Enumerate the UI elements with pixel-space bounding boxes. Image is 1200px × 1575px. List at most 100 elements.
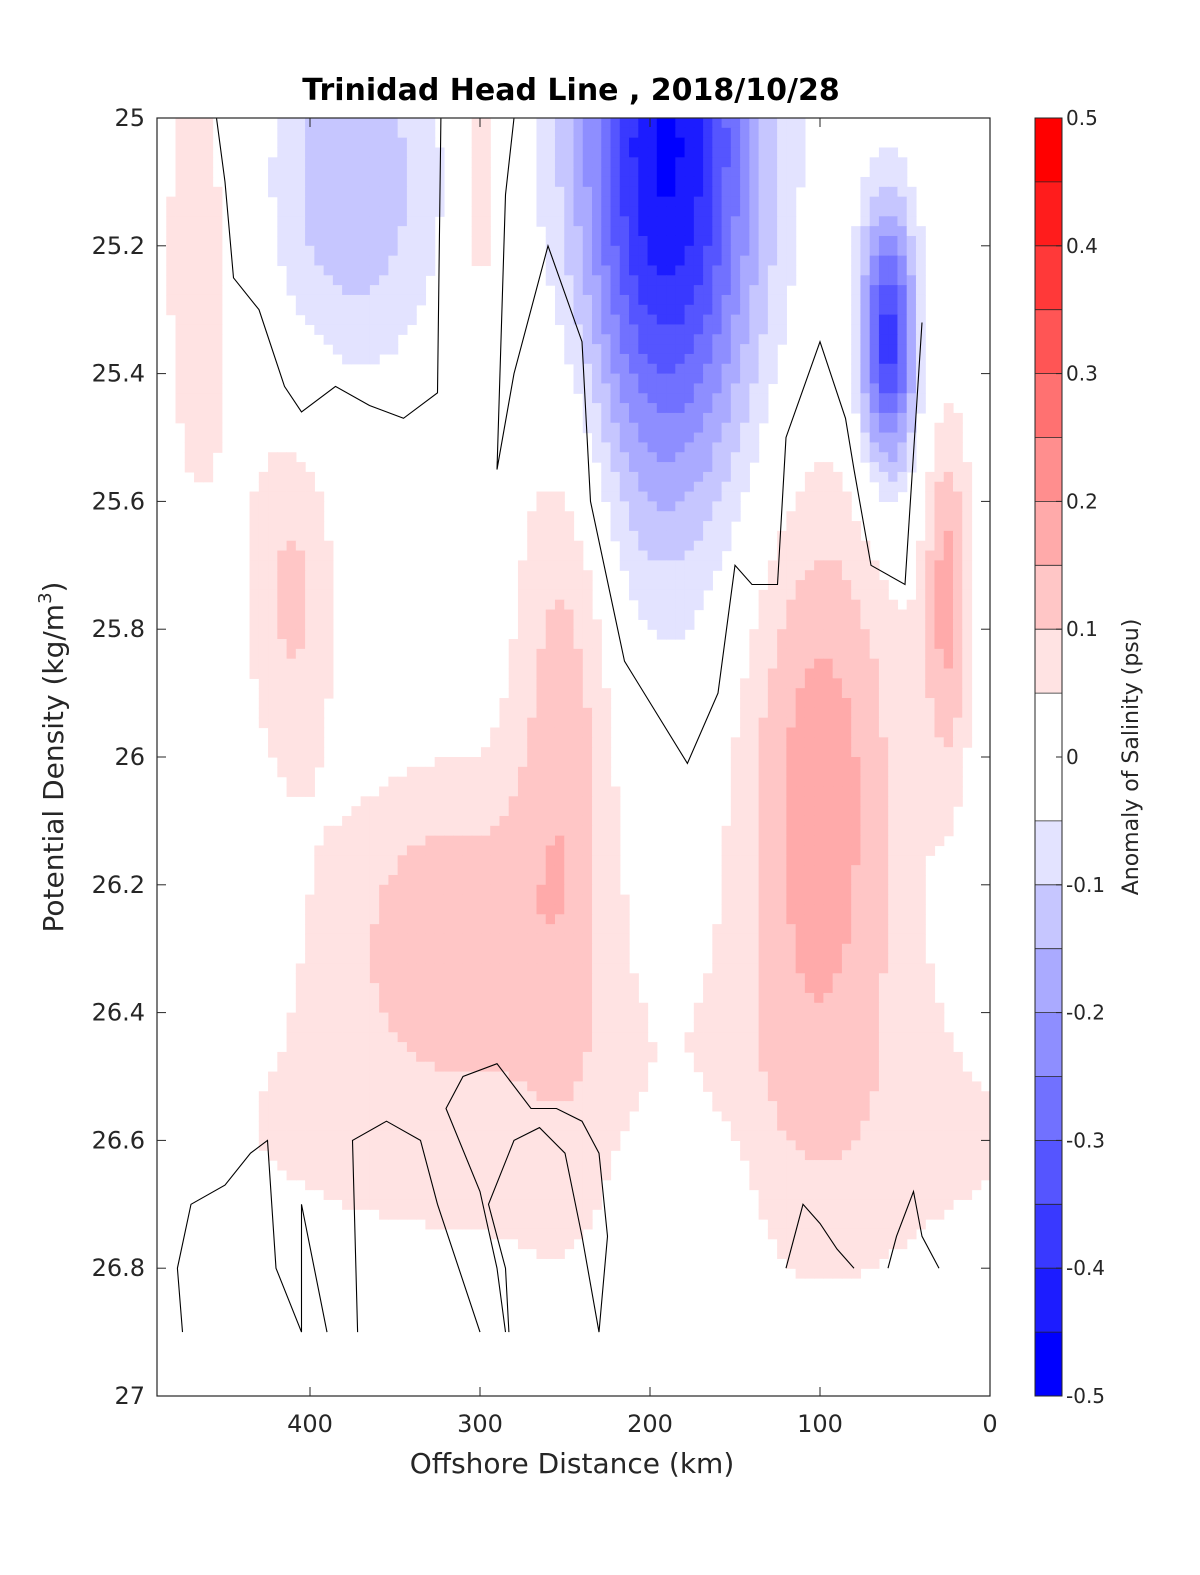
field-cell: [749, 432, 760, 444]
field-cell: [406, 1042, 417, 1053]
field-cell: [351, 943, 362, 955]
field-cell: [888, 648, 899, 660]
field-cell: [397, 1081, 408, 1092]
field-cell: [592, 639, 602, 650]
field-cell: [314, 580, 325, 591]
field-cell: [832, 865, 843, 876]
field-cell: [369, 1022, 380, 1033]
field-cell: [795, 540, 806, 552]
field-cell: [314, 118, 325, 129]
field-cell: [703, 412, 713, 424]
field-cell: [490, 1061, 501, 1073]
field-cell: [480, 904, 491, 915]
field-cell: [934, 471, 945, 483]
field-cell: [767, 796, 778, 807]
field-cell: [860, 334, 871, 345]
field-cell: [286, 786, 297, 797]
field-cell: [897, 363, 908, 375]
field-cell: [777, 825, 787, 837]
field-cell: [379, 865, 389, 876]
field-cell: [934, 629, 945, 640]
field-cell: [684, 118, 695, 129]
field-cell: [480, 1002, 491, 1014]
field-cell: [869, 786, 880, 797]
field-cell: [777, 1032, 787, 1043]
field-cell: [647, 275, 658, 286]
field-cell: [601, 471, 612, 483]
field-cell: [740, 216, 750, 227]
field-cell: [554, 216, 565, 227]
field-cell: [749, 992, 760, 1004]
field-cell: [869, 294, 880, 306]
field-cell: [749, 865, 760, 876]
field-cell: [610, 363, 621, 375]
field-cell: [295, 570, 306, 581]
field-cell: [878, 639, 889, 650]
field-cell: [684, 432, 695, 444]
field-cell: [804, 874, 815, 886]
field-cell: [323, 874, 334, 886]
field-cell: [397, 1022, 408, 1033]
field-cell: [767, 196, 778, 208]
field-cell: [869, 1032, 880, 1043]
field-cell: [869, 196, 880, 208]
field-cell: [517, 688, 528, 699]
field-cell: [878, 698, 889, 709]
field-cell: [305, 747, 315, 758]
field-cell: [693, 580, 704, 591]
field-cell: [740, 265, 750, 276]
field-cell: [573, 265, 584, 276]
field-cell: [693, 383, 704, 394]
field-cell: [804, 619, 815, 630]
field-cell: [592, 432, 602, 444]
field-cell: [952, 648, 963, 660]
field-cell: [601, 452, 612, 463]
field-cell: [647, 599, 658, 611]
field-cell: [388, 933, 399, 945]
field-cell: [906, 462, 917, 473]
field-cell: [767, 314, 778, 326]
field-cell: [675, 127, 686, 139]
field-cell: [869, 1081, 880, 1092]
field-cell: [851, 992, 862, 1004]
field-cell: [841, 609, 852, 620]
field-cell: [832, 540, 843, 552]
field-cell: [286, 747, 297, 758]
field-cell: [379, 963, 389, 974]
field-cell: [203, 452, 214, 463]
field-cell: [925, 648, 936, 660]
field-cell: [740, 835, 750, 847]
field-cell: [925, 757, 936, 768]
field-cell: [268, 186, 278, 198]
field-cell: [554, 589, 565, 601]
field-cell: [777, 698, 787, 709]
field-cell: [730, 835, 741, 847]
field-cell: [619, 560, 630, 571]
field-cell: [610, 157, 621, 168]
field-cell: [517, 1071, 528, 1083]
field-cell: [499, 953, 510, 965]
field-cell: [888, 432, 899, 444]
field-cell: [332, 324, 343, 335]
field-cell: [258, 639, 269, 650]
field-cell: [406, 815, 417, 827]
field-cell: [638, 570, 649, 581]
field-cell: [527, 757, 538, 768]
field-cell: [592, 235, 602, 247]
field-cell: [462, 1061, 473, 1073]
field-cell: [592, 216, 602, 227]
field-cell: [527, 933, 538, 945]
field-cell: [416, 1071, 427, 1083]
field-cell: [721, 373, 732, 385]
field-cell: [712, 1071, 723, 1083]
field-cell: [897, 1081, 908, 1092]
field-cell: [767, 1042, 778, 1053]
field-cell: [851, 226, 862, 237]
field-cell: [638, 599, 649, 611]
field-cell: [582, 766, 593, 778]
field-cell: [610, 501, 621, 512]
field-cell: [332, 216, 343, 227]
field-cell: [397, 815, 408, 827]
field-cell: [703, 973, 713, 984]
field-cell: [832, 599, 843, 611]
